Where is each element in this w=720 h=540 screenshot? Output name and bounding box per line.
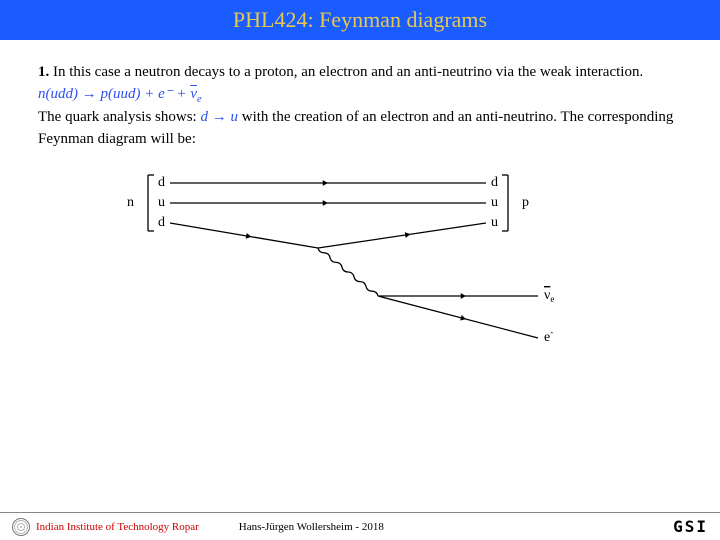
feynman-diagram: npdduuduνee- [118, 168, 682, 356]
decay-formula: n(udd) → p(uud) + e⁻ + νe [38, 86, 202, 102]
svg-text:u: u [491, 196, 498, 211]
svg-text:e-: e- [544, 328, 553, 346]
svg-text:p: p [522, 196, 529, 211]
svg-text:d: d [158, 216, 165, 231]
formula-nu-sub: e [197, 94, 202, 105]
slide-title: PHL424: Feynman diagrams [233, 7, 487, 33]
svg-text:d: d [158, 176, 165, 191]
gsi-logo: GSI [673, 517, 708, 536]
feynman-svg: npdduuduνee- [118, 168, 558, 348]
svg-text:u: u [491, 216, 498, 231]
institute-seal-icon [12, 518, 30, 536]
item-number: 1. [38, 64, 49, 80]
text-1a: In this case a neutron decays to a proto… [49, 64, 643, 80]
slide-body: 1. In this case a neutron decays to a pr… [0, 40, 720, 356]
formula-nubar: ν [190, 86, 197, 102]
institution-name: Indian Institute of Technology Ropar [36, 521, 199, 533]
formula-main: n(udd) → p(uud) + e⁻ + [38, 86, 190, 102]
slide-header: PHL424: Feynman diagrams [0, 0, 720, 40]
body-text: 1. In this case a neutron decays to a pr… [38, 62, 682, 150]
author-name: Hans-Jürgen Wollersheim - 2018 [239, 521, 384, 533]
svg-text:n: n [127, 196, 134, 211]
text-2a: The quark analysis shows: [38, 109, 200, 125]
svg-text:d: d [491, 176, 498, 191]
svg-text:u: u [158, 196, 165, 211]
svg-text:νe: νe [544, 289, 554, 305]
slide-footer: Indian Institute of Technology Ropar Han… [0, 512, 720, 540]
quark-formula: d → u [200, 109, 238, 125]
